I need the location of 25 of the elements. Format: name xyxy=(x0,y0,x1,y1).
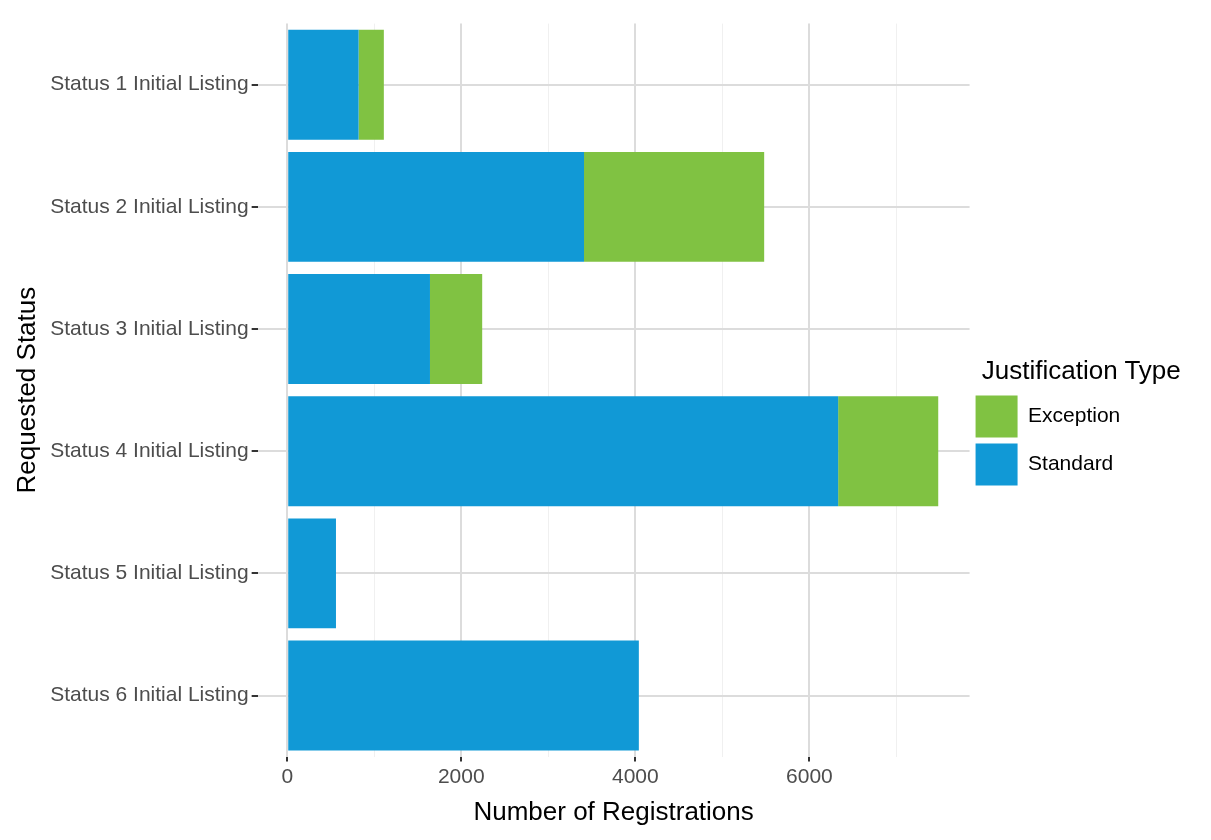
legend-label: Exception xyxy=(1028,403,1121,427)
bar xyxy=(584,151,765,262)
bar xyxy=(838,396,939,507)
bar xyxy=(358,29,384,140)
y-tick-label: Status 6 Initial Listing xyxy=(50,682,249,706)
y-tick-label: Status 1 Initial Listing xyxy=(50,71,249,95)
bar xyxy=(288,640,639,751)
bar xyxy=(288,151,585,262)
legend-title: Justification Type xyxy=(981,354,1181,385)
legend-label: Standard xyxy=(1028,451,1114,475)
y-tick-label: Status 4 Initial Listing xyxy=(50,437,249,461)
y-tick-label: Status 5 Initial Listing xyxy=(50,560,249,584)
bar xyxy=(288,396,839,507)
y-axis-title: Requested Status xyxy=(10,286,41,494)
x-tick-label: 4000 xyxy=(612,764,659,787)
bar xyxy=(288,518,336,629)
x-axis-title: Number of Registrations xyxy=(473,795,754,826)
y-tick-label: Status 2 Initial Listing xyxy=(50,193,249,217)
x-tick-label: 2000 xyxy=(437,764,485,787)
y-tick-label: Status 3 Initial Listing xyxy=(50,315,249,339)
x-tick-label: 0 xyxy=(281,764,294,787)
x-tick-label: 6000 xyxy=(786,764,833,787)
bar xyxy=(429,274,483,384)
bar xyxy=(288,274,430,384)
bar xyxy=(288,29,359,140)
